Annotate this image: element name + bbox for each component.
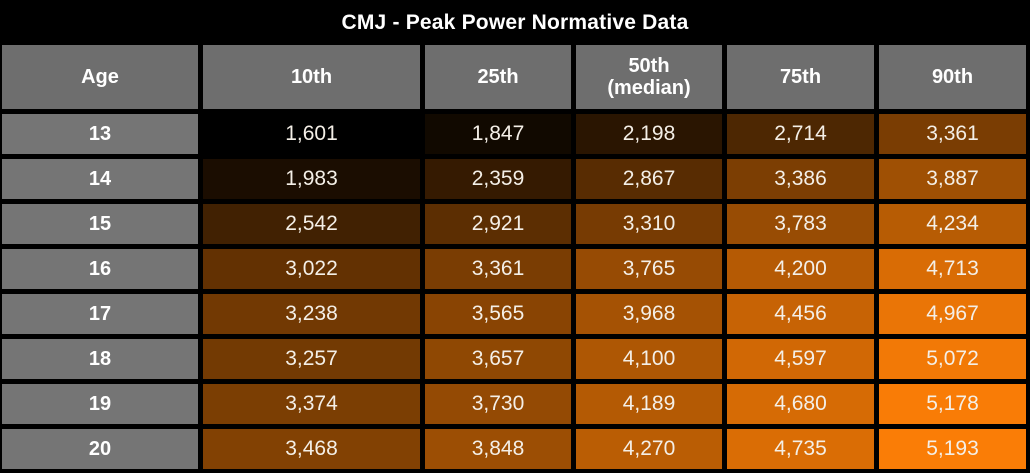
normative-data-table: Age 10th 25th 50th (median) 75th 90th 13… <box>0 45 1030 469</box>
value-cell: 2,867 <box>576 159 722 199</box>
value-cell: 3,657 <box>425 339 571 379</box>
value-cell: 3,765 <box>576 249 722 289</box>
age-cell: 14 <box>2 159 198 199</box>
age-cell: 18 <box>2 339 198 379</box>
value-cell: 3,238 <box>203 294 420 334</box>
column-header-90th: 90th <box>879 45 1026 109</box>
value-cell: 1,601 <box>203 114 420 154</box>
value-cell: 3,783 <box>727 204 874 244</box>
value-cell: 2,714 <box>727 114 874 154</box>
value-cell: 4,189 <box>576 384 722 424</box>
value-cell: 3,361 <box>425 249 571 289</box>
value-cell: 4,597 <box>727 339 874 379</box>
value-cell: 3,730 <box>425 384 571 424</box>
value-cell: 4,234 <box>879 204 1026 244</box>
value-cell: 3,565 <box>425 294 571 334</box>
page-title: CMJ - Peak Power Normative Data <box>341 10 689 34</box>
value-cell: 4,735 <box>727 429 874 469</box>
value-cell: 3,310 <box>576 204 722 244</box>
value-cell: 4,713 <box>879 249 1026 289</box>
value-cell: 4,680 <box>727 384 874 424</box>
column-header-median: 50th (median) <box>576 45 722 109</box>
value-cell: 4,270 <box>576 429 722 469</box>
value-cell: 4,456 <box>727 294 874 334</box>
value-cell: 3,257 <box>203 339 420 379</box>
value-cell: 5,072 <box>879 339 1026 379</box>
column-header-age: Age <box>2 45 198 109</box>
value-cell: 2,359 <box>425 159 571 199</box>
age-cell: 16 <box>2 249 198 289</box>
age-cell: 17 <box>2 294 198 334</box>
value-cell: 1,847 <box>425 114 571 154</box>
value-cell: 2,542 <box>203 204 420 244</box>
value-cell: 2,198 <box>576 114 722 154</box>
value-cell: 4,100 <box>576 339 722 379</box>
value-cell: 2,921 <box>425 204 571 244</box>
value-cell: 1,983 <box>203 159 420 199</box>
age-cell: 20 <box>2 429 198 469</box>
value-cell: 5,193 <box>879 429 1026 469</box>
value-cell: 4,967 <box>879 294 1026 334</box>
value-cell: 5,178 <box>879 384 1026 424</box>
age-cell: 19 <box>2 384 198 424</box>
value-cell: 3,887 <box>879 159 1026 199</box>
age-cell: 15 <box>2 204 198 244</box>
column-header-75th: 75th <box>727 45 874 109</box>
age-cell: 13 <box>2 114 198 154</box>
value-cell: 3,386 <box>727 159 874 199</box>
value-cell: 4,200 <box>727 249 874 289</box>
column-header-10th: 10th <box>203 45 420 109</box>
value-cell: 3,848 <box>425 429 571 469</box>
value-cell: 3,468 <box>203 429 420 469</box>
value-cell: 3,361 <box>879 114 1026 154</box>
column-header-25th: 25th <box>425 45 571 109</box>
value-cell: 3,374 <box>203 384 420 424</box>
value-cell: 3,968 <box>576 294 722 334</box>
value-cell: 3,022 <box>203 249 420 289</box>
